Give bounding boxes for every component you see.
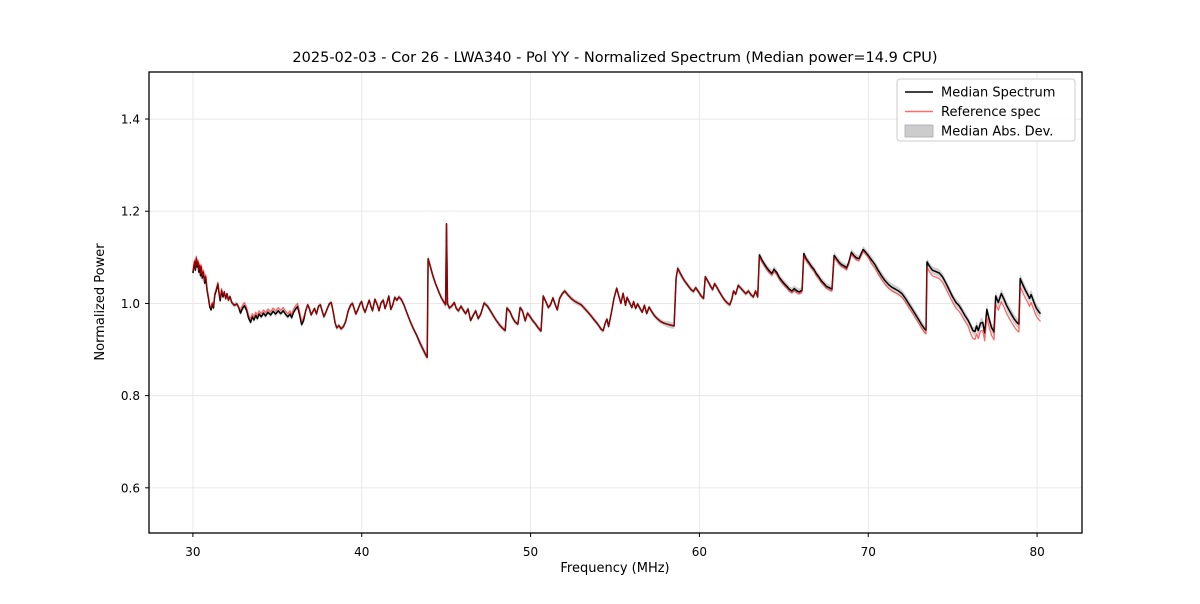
legend-item-reference-spec: Reference spec [905,105,1041,120]
legend-label-reference: Reference spec [941,105,1041,120]
legend-box [896,78,1076,142]
legend: Median Spectrum Reference spec Median Ab… [896,78,1076,142]
x-tick-label: 70 [861,545,876,559]
y-tick-label: 1.0 [121,297,140,311]
tick-labels: 30 40 50 60 70 80 0.6 0.8 1.0 1.2 1.4 [121,113,1045,559]
legend-item-median-spectrum: Median Spectrum [905,86,1055,101]
y-tick-label: 0.8 [121,389,140,403]
y-tick-label: 1.2 [121,205,140,219]
y-tick-label: 1.4 [121,113,140,127]
legend-patch-mad [904,124,934,138]
x-axis-label: Frequency (MHz) [560,561,669,576]
axis-ticks [145,118,1038,537]
x-tick-label: 80 [1029,545,1044,559]
x-tick-label: 30 [185,545,200,559]
x-tick-label: 60 [692,545,707,559]
x-tick-label: 50 [523,545,538,559]
y-tick-label: 0.6 [121,481,140,495]
x-tick-label: 40 [354,545,369,559]
legend-item-mad: Median Abs. Dev. [904,124,1053,140]
plot-series [192,219,1042,361]
axes-frame [148,71,1083,534]
reference-spec-line [192,223,1041,359]
legend-label-median: Median Spectrum [941,86,1055,101]
y-axis-label: Normalized Power [93,243,108,361]
chart-title: 2025-02-03 - Cor 26 - LWA340 - Pol YY - … [292,50,937,66]
legend-label-mad: Median Abs. Dev. [941,125,1053,140]
